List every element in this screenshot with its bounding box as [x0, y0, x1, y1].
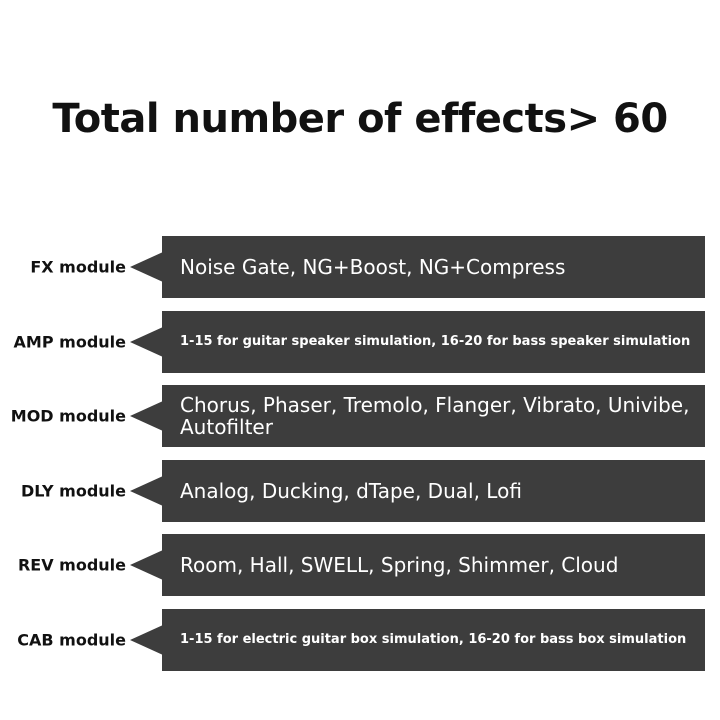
module-description: Analog, Ducking, dTape, Dual, Lofi: [180, 478, 522, 503]
module-description: Noise Gate, NG+Boost, NG+Compress: [180, 255, 566, 279]
pointer: [130, 326, 163, 357]
module-name: MOD module: [10, 406, 126, 426]
pointer: [130, 550, 163, 580]
module-name: FX module: [30, 257, 126, 277]
module-row: REV module Room, Hall, SWELL, Spring, Shi…: [0, 534, 720, 596]
module-row: AMP module 1-15 for guitar speaker simula…: [0, 310, 720, 373]
module-row: FX module Noise Gate, NG+Boost, NG+Compre…: [0, 236, 720, 298]
module-name: AMP module: [13, 332, 126, 351]
module-box: Analog, Ducking, dTape, Dual, Lofi: [162, 459, 705, 522]
module-box: 1-15 for guitar speaker simulation, 16-2…: [162, 310, 705, 373]
module-description: 1-15 for guitar speaker simulation, 16-2…: [180, 334, 691, 349]
module-row: DLY module Analog, Ducking, dTape, Dual, …: [0, 459, 720, 522]
pointer: [130, 475, 163, 506]
module-box: Noise Gate, NG+Boost, NG+Compress: [162, 236, 705, 298]
title: Total number of effects> 60: [52, 96, 668, 142]
module-description: Chorus, Phaser, Tremolo, Flanger, Vibrat…: [180, 393, 690, 439]
module-description: 1-15 for electric guitar box simulation,…: [180, 632, 687, 647]
pointer: [130, 401, 163, 431]
module-name: REV module: [17, 555, 126, 575]
module-row: MOD module Chorus, Phaser, Tremolo, Flang…: [0, 385, 720, 447]
module-row: CAB module 1-15 for electric guitar box s…: [0, 608, 720, 671]
module-box: 1-15 for electric guitar box simulation,…: [162, 608, 705, 671]
module-description: Room, Hall, SWELL, Spring, Shimmer, Clou…: [180, 553, 619, 577]
pointer: [130, 252, 163, 282]
module-name: CAB module: [17, 630, 126, 649]
module-box: Room, Hall, SWELL, Spring, Shimmer, Clou…: [162, 534, 705, 596]
module-box: Chorus, Phaser, Tremolo, Flanger, Vibrat…: [162, 385, 705, 447]
module-name: DLY module: [21, 481, 126, 500]
pointer: [130, 624, 163, 655]
